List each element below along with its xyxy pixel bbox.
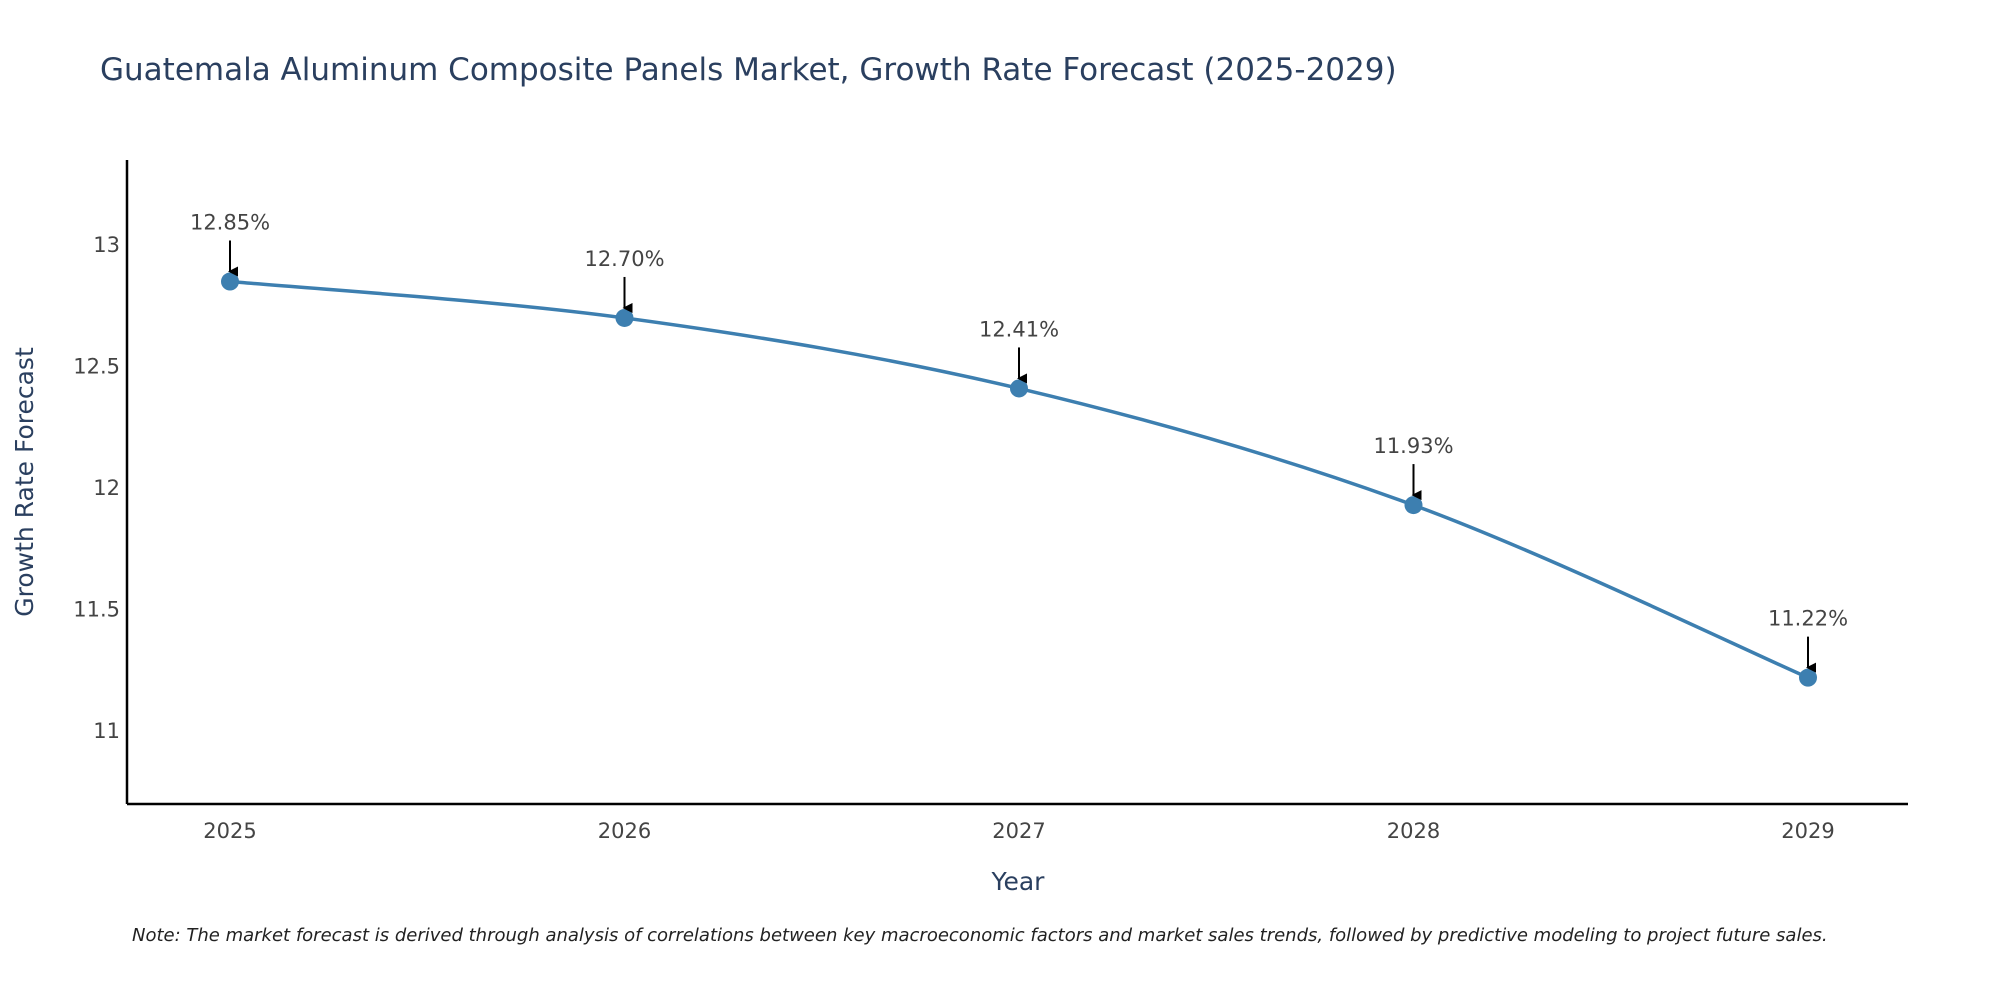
y-tick-label: 12.5 <box>73 355 120 379</box>
y-tick-labels: 11 11.5 12 12.5 13 <box>73 233 120 743</box>
data-annotations: 12.85% 12.70% 12.41% 11.93% 11.22% <box>190 211 1848 673</box>
data-point <box>1404 496 1423 515</box>
chart-title: Guatemala Aluminum Composite Panels Mark… <box>100 52 1397 88</box>
data-point <box>1799 668 1817 687</box>
x-tick-label: 2025 <box>203 819 256 843</box>
x-tick-label: 2026 <box>598 819 651 843</box>
data-point <box>221 272 239 291</box>
data-label: 12.41% <box>979 317 1059 341</box>
x-tick-labels: 2025 2026 2027 2028 2029 <box>203 819 1834 843</box>
x-tick-label: 2029 <box>1781 819 1834 843</box>
footnote: Note: The market forecast is derived thr… <box>132 925 1828 946</box>
data-point <box>615 308 634 327</box>
data-label: 12.70% <box>584 247 664 271</box>
x-tick-label: 2027 <box>992 819 1045 843</box>
data-label: 12.85% <box>190 211 270 235</box>
series-growth-rate <box>221 272 1817 687</box>
y-tick-label: 11 <box>93 719 120 743</box>
y-tick-label: 11.5 <box>73 598 120 622</box>
x-axis-title: Year <box>991 867 1046 896</box>
y-tick-label: 12 <box>93 476 120 500</box>
data-point <box>1010 379 1028 398</box>
axes <box>125 160 1908 806</box>
data-label: 11.93% <box>1373 434 1453 458</box>
y-tick-label: 13 <box>93 233 120 257</box>
data-label: 11.22% <box>1768 607 1848 631</box>
x-tick-label: 2028 <box>1387 819 1440 843</box>
y-axis-title: Growth Rate Forecast <box>10 347 39 617</box>
